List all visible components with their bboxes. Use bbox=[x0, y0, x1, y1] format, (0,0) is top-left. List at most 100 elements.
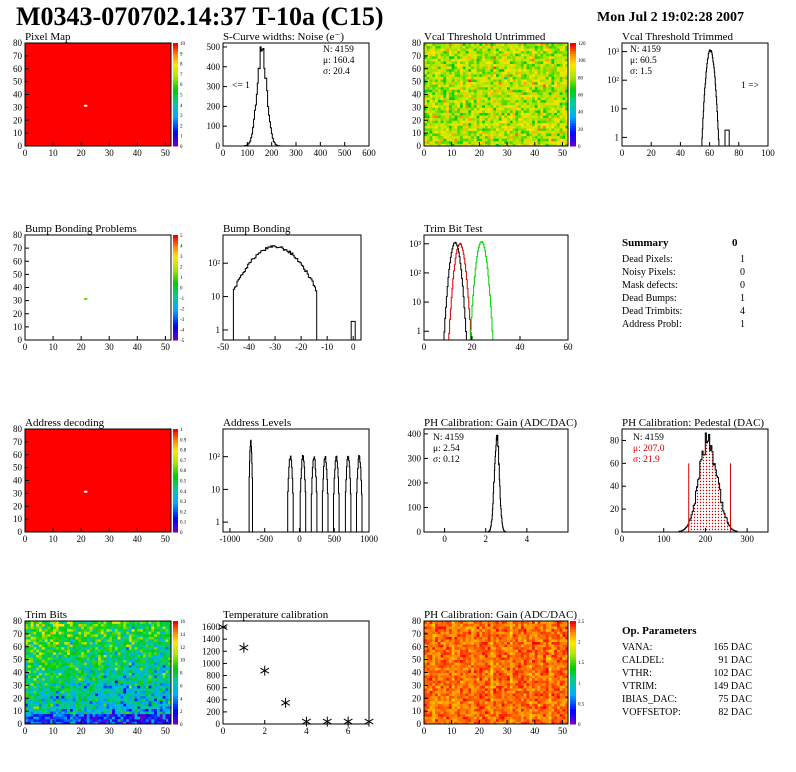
address-level-peak bbox=[310, 456, 318, 532]
heatmap-cell bbox=[86, 687, 90, 691]
heatmap-cell bbox=[148, 621, 152, 624]
heatmap-cell bbox=[61, 639, 65, 642]
palette-step bbox=[173, 657, 178, 661]
heatmap-cell bbox=[33, 713, 37, 717]
heatmap-cell bbox=[134, 664, 138, 668]
heatmap-cell bbox=[78, 639, 82, 642]
heatmap-cell bbox=[559, 115, 563, 119]
heatmap-cell bbox=[493, 140, 497, 144]
heatmap-cell bbox=[100, 680, 105, 684]
heatmap-cell bbox=[103, 703, 107, 707]
heatmap-cell bbox=[156, 626, 161, 630]
heatmap-cell bbox=[78, 631, 82, 635]
summary-value-mask-defects: 0 bbox=[740, 280, 745, 291]
heatmap-cell bbox=[435, 117, 439, 121]
heatmap-cell bbox=[117, 639, 121, 642]
heatmap-cell bbox=[75, 705, 79, 709]
heatmap-cell bbox=[168, 672, 172, 676]
heatmap-cell bbox=[156, 657, 161, 661]
heatmap-cell bbox=[128, 651, 133, 655]
palette-tick-label: 1 bbox=[180, 135, 183, 140]
heatmap-cell bbox=[540, 140, 544, 144]
heatmap-cell bbox=[39, 659, 43, 663]
heatmap-cell bbox=[126, 621, 130, 624]
heatmap-cell bbox=[159, 662, 163, 666]
heatmap-cell bbox=[471, 117, 475, 121]
heatmap-cell bbox=[556, 117, 561, 121]
heatmap-cell bbox=[30, 669, 34, 673]
heatmap-cell bbox=[498, 84, 502, 88]
heatmap-cell bbox=[484, 91, 489, 95]
heatmap-cell bbox=[487, 43, 491, 46]
heatmap-cell bbox=[487, 73, 491, 77]
heatmap-cell bbox=[479, 66, 483, 70]
heatmap-cell bbox=[487, 45, 491, 49]
heatmap-cell bbox=[58, 687, 62, 691]
heatmap-cell bbox=[432, 73, 436, 77]
heatmap-cell bbox=[559, 138, 563, 142]
heatmap-cell bbox=[75, 682, 79, 686]
heatmap-cell bbox=[109, 626, 113, 630]
heatmap-cell bbox=[543, 97, 547, 101]
heatmap-cell bbox=[95, 698, 99, 702]
heatmap-cell bbox=[471, 718, 475, 722]
heatmap-cell bbox=[545, 140, 550, 144]
heatmap-cell bbox=[498, 115, 502, 119]
heatmap-cell bbox=[168, 659, 172, 663]
heatmap-cell bbox=[487, 86, 491, 90]
heatmap-cell bbox=[462, 91, 466, 95]
heatmap-cell bbox=[462, 135, 466, 139]
heatmap-cell bbox=[134, 680, 138, 684]
heatmap-cell bbox=[162, 651, 166, 655]
heatmap-cell bbox=[471, 84, 475, 88]
heatmap-cell bbox=[134, 662, 138, 666]
heatmap-cell bbox=[75, 639, 79, 642]
heatmap-cell bbox=[443, 127, 447, 131]
heatmap-cell bbox=[134, 641, 138, 645]
palette-step bbox=[173, 649, 178, 653]
heatmap-cell bbox=[482, 122, 486, 126]
summary-title: Summary bbox=[622, 237, 669, 249]
heatmap-cell bbox=[426, 130, 430, 134]
heatmap-cell bbox=[429, 43, 433, 46]
heatmap-cell bbox=[44, 682, 48, 686]
heatmap-cell bbox=[473, 86, 478, 90]
palette-tick-label: 40 bbox=[578, 111, 584, 116]
heatmap-cell bbox=[162, 641, 166, 645]
heatmap-cell bbox=[72, 705, 76, 709]
heatmap-cell bbox=[156, 703, 161, 707]
heatmap-cell bbox=[509, 138, 514, 142]
palette-step bbox=[173, 472, 178, 476]
heatmap-cell bbox=[468, 140, 472, 144]
heatmap-cell bbox=[562, 140, 566, 144]
heatmap-cell bbox=[98, 628, 102, 632]
heatmap-cell bbox=[168, 646, 172, 650]
heatmap-cell bbox=[551, 117, 555, 121]
palette-tick-label: 0.9 bbox=[180, 438, 187, 443]
heatmap-cell bbox=[487, 133, 491, 137]
heatmap-cell bbox=[559, 48, 563, 52]
heatmap-cell bbox=[83, 682, 88, 686]
heatmap-cell bbox=[67, 690, 71, 694]
x-tick-label: 60 bbox=[564, 342, 574, 352]
heatmap-cell bbox=[39, 641, 43, 645]
palette-step bbox=[570, 135, 576, 139]
y-tick-label: 400 bbox=[207, 62, 221, 72]
heatmap-cell bbox=[140, 705, 144, 709]
heatmap-cell bbox=[114, 636, 119, 640]
heatmap-cell bbox=[112, 626, 116, 630]
heatmap-cell bbox=[151, 721, 155, 725]
palette-tick-label: 0 bbox=[180, 723, 183, 728]
heatmap-cell bbox=[67, 716, 71, 720]
heatmap-cell bbox=[126, 713, 130, 717]
heatmap-cell bbox=[137, 693, 141, 697]
heatmap-cell bbox=[117, 657, 121, 661]
heatmap-cell bbox=[509, 79, 514, 83]
heatmap-cell bbox=[424, 45, 428, 49]
heatmap-cell bbox=[83, 657, 88, 661]
heatmap-cell bbox=[496, 61, 500, 64]
heatmap-cell bbox=[92, 685, 96, 689]
x-tick-label: 50 bbox=[558, 148, 568, 158]
heatmap-cell bbox=[543, 135, 547, 139]
